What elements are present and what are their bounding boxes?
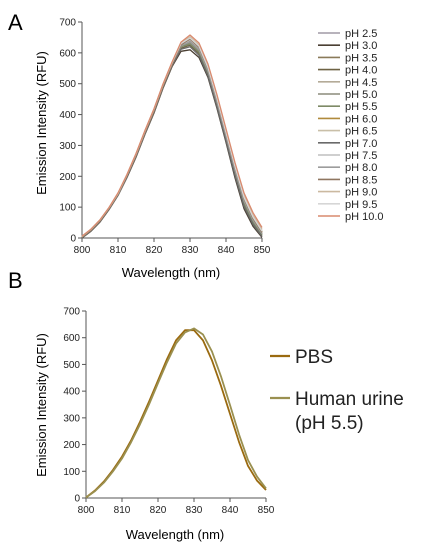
panel-a-legend-label: pH 3.0 — [345, 40, 377, 52]
panel-a: A Emission Intensity (RFU) Wavelength (n… — [8, 10, 384, 280]
panel-b-y-tick-label: 100 — [63, 467, 80, 478]
panel-b-y-tick-label: 300 — [63, 413, 80, 424]
panel-a-y-tick-label: 500 — [59, 79, 76, 90]
panel-a-y-tick-label: 600 — [59, 48, 76, 59]
panel-a-legend-label: pH 6.5 — [345, 126, 377, 138]
panel-b-x-tick-label: 810 — [114, 505, 131, 516]
panel-a-x-tick-label: 830 — [182, 245, 199, 256]
panel-b-axes: 0 100 200 300 400 500 600 700 800 810 820 830 840 850 — [63, 307, 274, 517]
panel-a-legend-label: pH 10.0 — [345, 211, 384, 223]
panel-b: B Emission Intensity (RFU) Wavelength (n… — [8, 268, 404, 542]
panel-b-ylabel: Emission Intensity (RFU) — [34, 333, 49, 477]
panel-b-y-tick-label: 0 — [74, 494, 80, 505]
panel-a-x-tick-label: 840 — [218, 245, 235, 256]
panel-a-xlabel: Wavelength (nm) — [122, 265, 221, 280]
panel-b-y-tick-label: 400 — [63, 387, 80, 398]
panel-a-legend-label: pH 5.0 — [345, 89, 377, 101]
panel-a-legend-label: pH 5.5 — [345, 101, 377, 113]
panel-a-legend-label: pH 8.0 — [345, 162, 377, 174]
panel-a-legend-label: pH 2.5 — [345, 28, 377, 40]
panel-a-label: A — [8, 10, 23, 35]
panel-a-axes: 0 100 200 300 400 500 600 700 800 810 820 830 840 850 — [59, 18, 270, 257]
panel-a-series-line-15 — [81, 34, 263, 237]
panel-b-legend-label: PBS — [295, 347, 333, 368]
panel-a-legend-label: pH 9.5 — [345, 199, 377, 211]
panel-a-legend-label: pH 6.0 — [345, 113, 377, 125]
panel-b-series-line-1 — [85, 327, 267, 499]
panel-b-legend: PBS Human urine (pH 5.5) — [270, 347, 404, 434]
panel-b-y-tick-label: 200 — [63, 440, 80, 451]
panel-b-y-tick-label: 500 — [63, 360, 80, 371]
panel-a-y-tick-label: 300 — [59, 141, 76, 152]
panel-b-y-tick-label: 600 — [63, 333, 80, 344]
panel-a-x-tick-label: 810 — [110, 245, 127, 256]
panel-b-xlabel: Wavelength (nm) — [126, 527, 225, 542]
panel-a-x-tick-label: 820 — [146, 245, 163, 256]
panel-b-x-tick-label: 820 — [150, 505, 167, 516]
panel-b-label: B — [8, 268, 23, 293]
panel-a-legend-label: pH 3.5 — [345, 52, 377, 64]
panel-a-lines — [81, 34, 263, 239]
panel-a-y-tick-label: 400 — [59, 110, 76, 121]
panel-a-legend-label: pH 4.5 — [345, 77, 377, 89]
panel-b-y-tick-label: 700 — [63, 307, 80, 318]
panel-a-legend: pH 2.5pH 3.0pH 3.5pH 4.0pH 4.5pH 5.0pH 5… — [318, 28, 384, 223]
panel-b-x-tick-label: 800 — [78, 505, 95, 516]
panel-b-legend-label: Human urine — [295, 389, 404, 410]
panel-a-legend-label: pH 7.5 — [345, 150, 377, 162]
panel-b-legend-label: (pH 5.5) — [295, 413, 364, 434]
panel-a-legend-label: pH 9.0 — [345, 187, 377, 199]
panel-a-ylabel: Emission Intensity (RFU) — [34, 51, 49, 195]
panel-a-x-tick-label: 800 — [74, 245, 91, 256]
panel-b-x-tick-label: 840 — [222, 505, 239, 516]
panel-b-x-tick-label: 850 — [258, 505, 275, 516]
panel-b-lines — [85, 327, 267, 499]
panel-a-y-tick-label: 200 — [59, 172, 76, 183]
panel-a-y-tick-label: 700 — [59, 18, 76, 29]
panel-a-y-tick-label: 0 — [70, 234, 76, 245]
panel-b-series-line-0 — [85, 329, 267, 499]
panel-a-y-tick-label: 100 — [59, 203, 76, 214]
panel-b-x-tick-label: 830 — [186, 505, 203, 516]
panel-a-legend-label: pH 7.0 — [345, 138, 377, 150]
panel-a-legend-label: pH 4.0 — [345, 65, 377, 77]
panel-a-x-tick-label: 850 — [254, 245, 271, 256]
panel-a-legend-label: pH 8.5 — [345, 174, 377, 186]
